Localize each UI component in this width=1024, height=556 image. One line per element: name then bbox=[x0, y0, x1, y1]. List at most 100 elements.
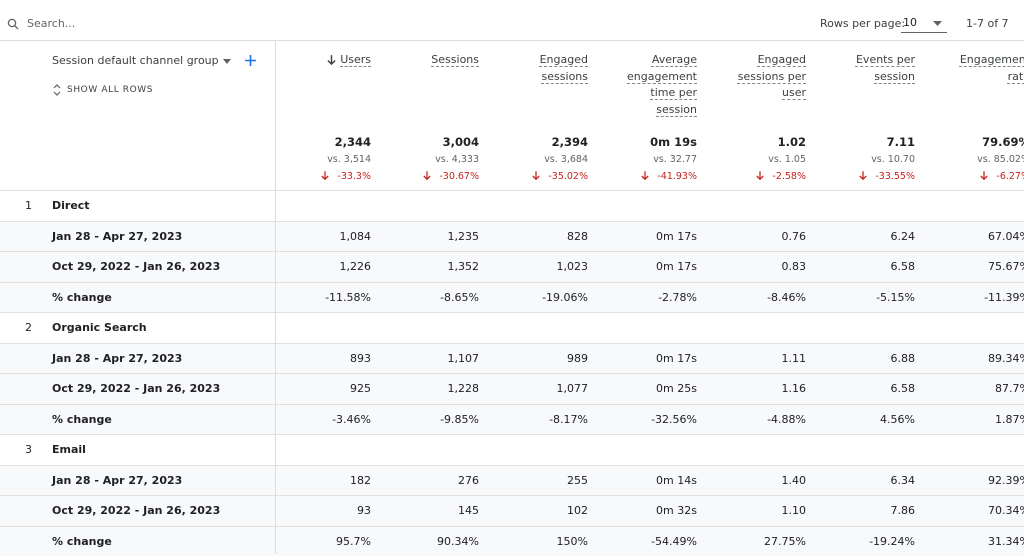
cell-value: 182 bbox=[281, 474, 371, 487]
cell-value: 70.34% bbox=[940, 504, 1024, 517]
cell-value: -8.65% bbox=[389, 291, 479, 304]
cell-value: 0m 14s bbox=[607, 474, 697, 487]
cell-value: 1.11 bbox=[716, 352, 806, 365]
column-header-label: Users bbox=[340, 53, 371, 66]
down-arrow bbox=[532, 171, 540, 181]
pagination-range: 1-7 of 7 bbox=[966, 17, 1009, 30]
search-input[interactable]: Search... bbox=[27, 17, 75, 30]
add-dimension[interactable] bbox=[245, 55, 256, 66]
total-value: 0m 19s bbox=[607, 135, 697, 149]
row-label: % change bbox=[52, 291, 112, 304]
cell-value: -32.56% bbox=[607, 413, 697, 426]
row-border bbox=[0, 312, 1024, 313]
cell-value: 1,235 bbox=[389, 230, 479, 243]
cell-value: 0m 17s bbox=[607, 260, 697, 273]
cell-value: -5.15% bbox=[825, 291, 915, 304]
column-header[interactable]: Engagement rate bbox=[956, 52, 1024, 85]
column-divider bbox=[275, 41, 276, 554]
change-value: -35.02% bbox=[498, 171, 588, 182]
group-index: 2 bbox=[25, 321, 32, 334]
rows-per-page-value: 10 bbox=[903, 16, 917, 29]
down-arrow bbox=[980, 171, 988, 181]
column-header[interactable]: Average engagement time per session bbox=[623, 52, 697, 118]
cell-value: 1.87% bbox=[940, 413, 1024, 426]
down-arrow bbox=[327, 55, 336, 66]
cell-value: 6.24 bbox=[825, 230, 915, 243]
cell-value: 255 bbox=[498, 474, 588, 487]
change-value: -41.93% bbox=[607, 171, 697, 182]
cell-value: -8.17% bbox=[498, 413, 588, 426]
cell-value: 90.34% bbox=[389, 535, 479, 548]
cell-value: -9.85% bbox=[389, 413, 479, 426]
rows-per-page-label: Rows per page: bbox=[820, 17, 905, 30]
cell-value: 145 bbox=[389, 504, 479, 517]
show-all-rows[interactable]: SHOW ALL ROWS bbox=[67, 85, 153, 95]
dimension-header[interactable]: Session default channel group bbox=[52, 54, 219, 67]
cell-value: 1,107 bbox=[389, 352, 479, 365]
column-header[interactable]: Sessions bbox=[405, 52, 479, 69]
row-label: % change bbox=[52, 413, 112, 426]
cell-value: -2.78% bbox=[607, 291, 697, 304]
column-header[interactable]: Engaged sessions bbox=[514, 52, 588, 85]
row-label: Jan 28 - Apr 27, 2023 bbox=[52, 352, 182, 365]
cell-value: 93 bbox=[281, 504, 371, 517]
row-label: Jan 28 - Apr 27, 2023 bbox=[52, 474, 182, 487]
rows-per-page-select[interactable]: 10 bbox=[901, 14, 947, 33]
group-index: 3 bbox=[25, 443, 32, 456]
cell-value: 925 bbox=[281, 382, 371, 395]
down-arrow bbox=[756, 171, 764, 181]
row-label: % change bbox=[52, 535, 112, 548]
column-header-label: Average engagement time per session bbox=[627, 53, 697, 116]
cell-value: 828 bbox=[498, 230, 588, 243]
cell-value: 102 bbox=[498, 504, 588, 517]
dropdown-arrow bbox=[933, 21, 942, 26]
group-name: Organic Search bbox=[52, 321, 147, 334]
cell-value: 276 bbox=[389, 474, 479, 487]
row-label: Oct 29, 2022 - Jan 26, 2023 bbox=[52, 504, 220, 517]
cell-value: 0.83 bbox=[716, 260, 806, 273]
cell-value: -11.39% bbox=[940, 291, 1024, 304]
column-header-label: Events per session bbox=[856, 53, 915, 83]
cell-value: 150% bbox=[498, 535, 588, 548]
cell-value: -54.49% bbox=[607, 535, 697, 548]
cell-value: -8.46% bbox=[716, 291, 806, 304]
cell-value: 89.34% bbox=[940, 352, 1024, 365]
down-arrow bbox=[641, 171, 649, 181]
cell-value: 27.75% bbox=[716, 535, 806, 548]
cell-value: 1,352 bbox=[389, 260, 479, 273]
column-header-label: Engagement rate bbox=[960, 53, 1024, 83]
cell-value: 6.58 bbox=[825, 260, 915, 273]
compare-value: vs. 85.02% bbox=[940, 154, 1024, 165]
cell-value: -19.24% bbox=[825, 535, 915, 548]
search-icon bbox=[7, 18, 19, 30]
column-header-label: Engaged sessions bbox=[540, 53, 588, 83]
top-bar-border bbox=[0, 40, 1024, 41]
cell-value: 1,226 bbox=[281, 260, 371, 273]
column-header[interactable]: Engaged sessions per user bbox=[732, 52, 806, 102]
expand-icon bbox=[53, 84, 61, 96]
cell-value: -3.46% bbox=[281, 413, 371, 426]
total-value: 2,344 bbox=[281, 135, 371, 149]
cell-value: 92.39% bbox=[940, 474, 1024, 487]
dimension-dropdown[interactable] bbox=[223, 59, 231, 64]
cell-value: 989 bbox=[498, 352, 588, 365]
group-name: Email bbox=[52, 443, 86, 456]
column-header-label: Engaged sessions per user bbox=[738, 53, 806, 99]
cell-value: 6.58 bbox=[825, 382, 915, 395]
cell-value: 6.88 bbox=[825, 352, 915, 365]
cell-value: -11.58% bbox=[281, 291, 371, 304]
change-value: -30.67% bbox=[389, 171, 479, 182]
compare-value: vs. 1.05 bbox=[716, 154, 806, 165]
cell-value: 67.04% bbox=[940, 230, 1024, 243]
row-border bbox=[0, 434, 1024, 435]
cell-value: 1,077 bbox=[498, 382, 588, 395]
total-value: 79.69% bbox=[940, 135, 1024, 149]
row-label: Oct 29, 2022 - Jan 26, 2023 bbox=[52, 260, 220, 273]
row-label: Jan 28 - Apr 27, 2023 bbox=[52, 230, 182, 243]
column-header[interactable]: Events per session bbox=[841, 52, 915, 85]
total-value: 2,394 bbox=[498, 135, 588, 149]
cell-value: -4.88% bbox=[716, 413, 806, 426]
cell-value: 75.67% bbox=[940, 260, 1024, 273]
